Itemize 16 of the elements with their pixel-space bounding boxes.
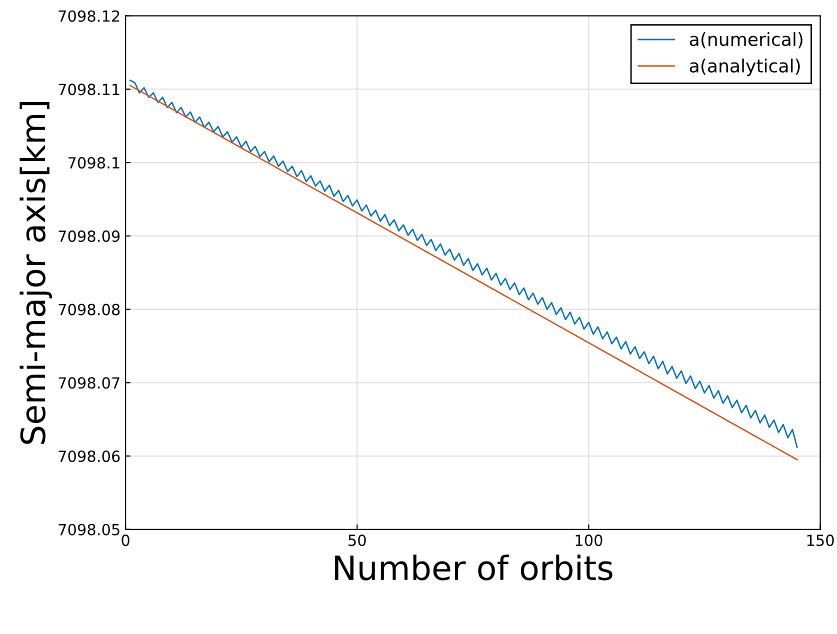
y-tick-label: 7098.05: [58, 524, 120, 536]
x-tick-label: 0: [122, 534, 130, 546]
y-tick-label: 7098.07: [58, 377, 120, 389]
legend-label: a(analytical): [690, 58, 800, 76]
y-axis-title: Semi-major axis[km]: [20, 102, 52, 444]
legend-label: a(numerical): [690, 32, 802, 48]
y-tick-label: 7098.12: [58, 10, 120, 22]
y-tick-label: 7098.08: [58, 304, 120, 316]
x-axis-title: Number of orbits: [335, 554, 612, 580]
y-tick-label: 7098.06: [58, 450, 120, 462]
x-tick-label: 100: [576, 534, 602, 546]
y-tick-label: 7098.1: [68, 157, 120, 169]
x-tick-label: 150: [807, 534, 834, 546]
x-tick-label: 50: [348, 534, 366, 546]
y-tick-label: 7098.09: [58, 230, 120, 242]
y-tick-label: 7098.11: [58, 84, 120, 96]
